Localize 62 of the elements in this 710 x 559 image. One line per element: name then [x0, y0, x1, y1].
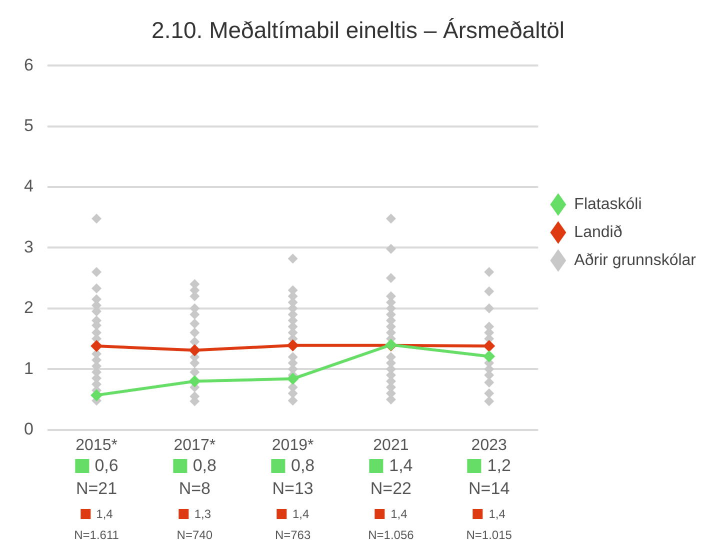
text: N=740	[176, 528, 213, 542]
point	[90, 340, 103, 352]
legend-label: Aðrir grunnskólar	[574, 252, 697, 269]
point	[286, 339, 299, 352]
point	[190, 367, 200, 378]
point	[190, 318, 200, 329]
data-label: 1,3	[194, 506, 211, 521]
data-label: 0,8	[290, 456, 315, 476]
point	[92, 266, 102, 277]
y-tick-label: 3	[24, 237, 34, 256]
point	[483, 350, 496, 362]
point	[484, 396, 494, 406]
data-label: 0,8	[192, 456, 216, 476]
x-tick-label: 2021	[373, 436, 409, 454]
text: N=22	[370, 479, 412, 498]
text: N=1.056	[368, 528, 414, 542]
legend-label: Flataskóli	[574, 196, 642, 213]
data-label: 1,4	[390, 506, 408, 521]
point	[288, 396, 298, 406]
y-tick-label: 4	[24, 176, 34, 196]
point	[484, 286, 494, 296]
point	[188, 375, 201, 388]
x-tick-label: 2023	[471, 436, 507, 454]
point	[286, 372, 299, 385]
point	[92, 214, 102, 224]
point	[484, 377, 494, 388]
data-label: 0,6	[94, 456, 118, 476]
point	[386, 273, 396, 284]
y-tick-label: 1	[24, 358, 34, 378]
x-tick-label: 2017*	[174, 436, 216, 454]
data-label: 1,4	[488, 506, 506, 521]
point	[386, 214, 396, 224]
x-tick-label: 2015*	[76, 436, 118, 454]
text: N=8	[178, 479, 210, 498]
data-label: 1,4	[292, 506, 310, 521]
data-label: 1,2	[487, 456, 511, 476]
x-tick-label: 2019*	[272, 436, 314, 454]
text: N=13	[272, 479, 314, 498]
point	[92, 283, 102, 294]
text: N=14	[468, 479, 510, 498]
legend-label: Landið	[574, 224, 622, 241]
point	[90, 389, 103, 402]
text: N=21	[76, 479, 118, 498]
point	[386, 244, 396, 254]
point	[190, 328, 200, 338]
point	[484, 303, 494, 314]
point	[288, 254, 298, 264]
data-label: 1,4	[96, 506, 113, 521]
point	[188, 344, 201, 356]
point	[484, 266, 494, 277]
y-tick-label: 0	[24, 419, 34, 438]
text: N=1.611	[74, 528, 119, 542]
point	[484, 388, 494, 398]
text: N=763	[274, 528, 311, 542]
y-tick-label: 6	[24, 55, 34, 74]
y-tick-label: 5	[24, 116, 34, 135]
chart-title: 2.10. Meðaltímabil eineltis – Ársmeðaltöl	[152, 17, 564, 44]
data-label: 1,4	[389, 456, 413, 476]
point	[190, 336, 200, 347]
text: N=1.015	[466, 528, 512, 542]
point	[483, 340, 496, 352]
y-tick-label: 2	[24, 298, 34, 318]
